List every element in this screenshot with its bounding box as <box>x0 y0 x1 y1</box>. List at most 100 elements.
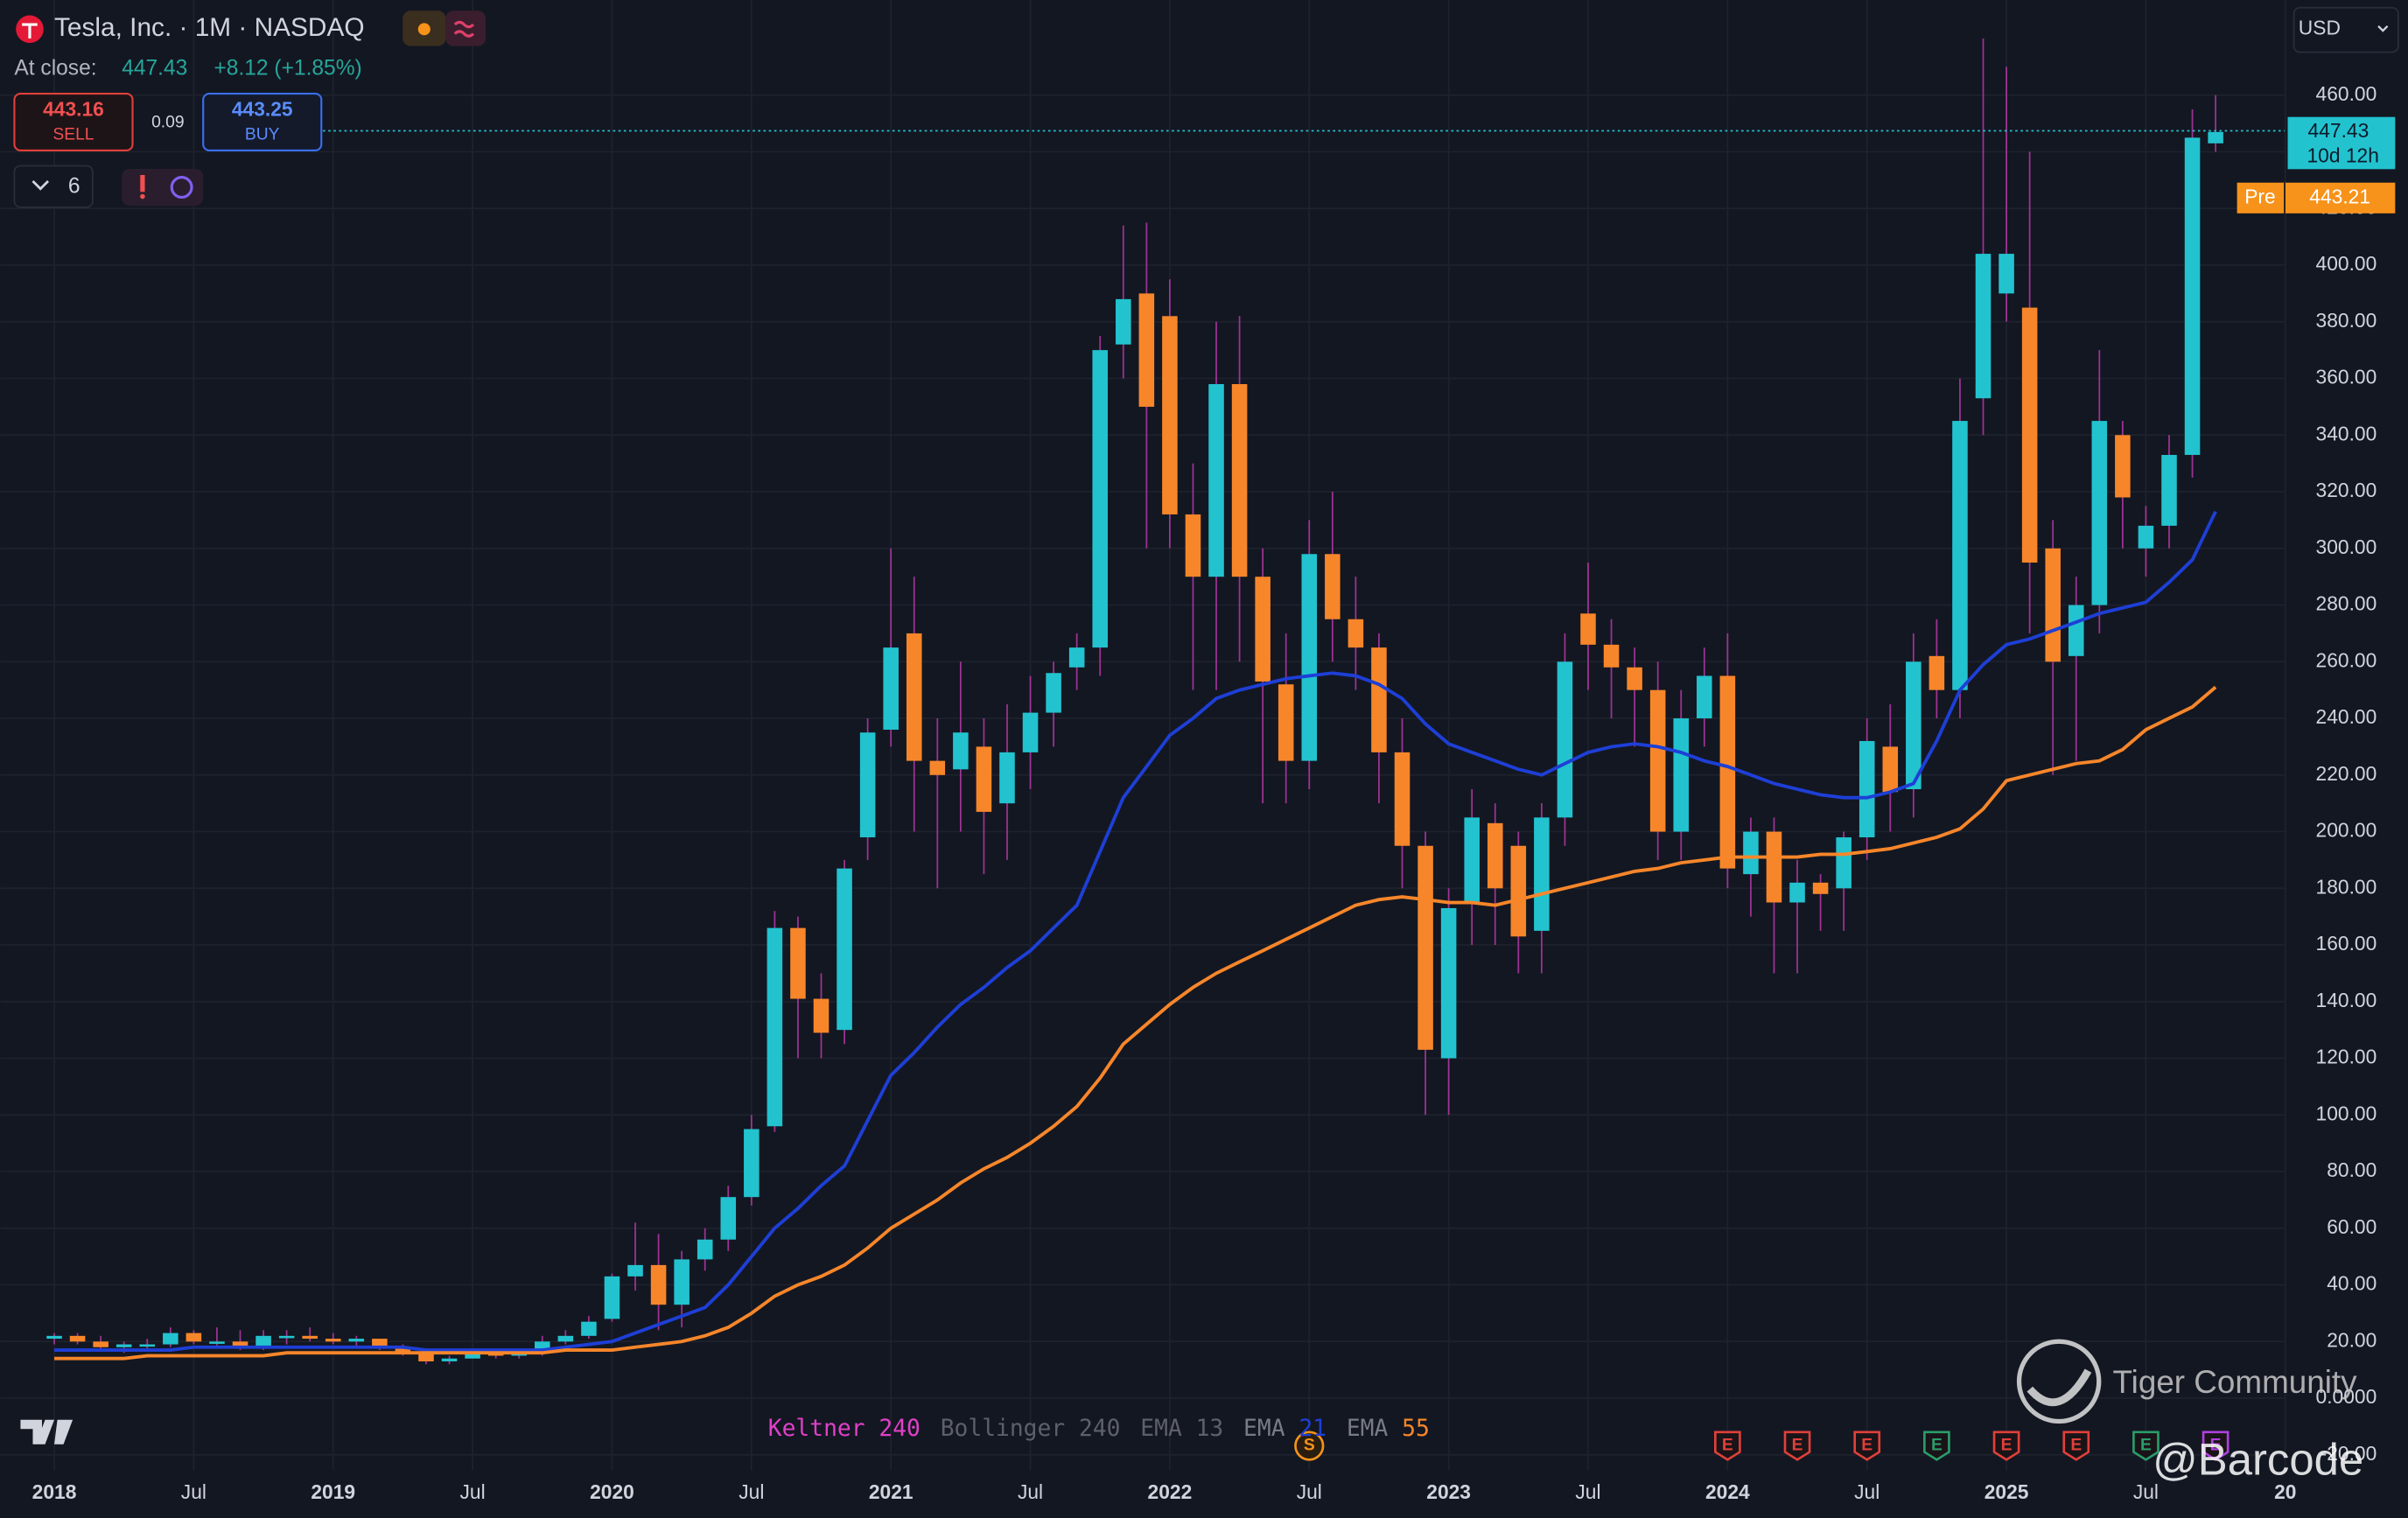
event-label: E <box>1792 1437 1803 1455</box>
candle-body <box>1487 822 1503 889</box>
indicators-toggle[interactable]: 6 <box>13 164 94 208</box>
buy-box[interactable] <box>202 92 323 151</box>
candle-body <box>1673 718 1690 832</box>
candle-body <box>2184 137 2201 455</box>
flag-icon <box>453 20 475 38</box>
candle-body <box>1046 673 1061 713</box>
x-tick-label: 2025 <box>1984 1480 2029 1503</box>
buy-price[interactable]: 443.25 <box>232 97 293 120</box>
x-tick-label: Jul <box>1297 1480 1322 1503</box>
candle-body <box>1789 882 1805 903</box>
x-tick-label: 2022 <box>1148 1480 1193 1503</box>
event-label: E <box>1931 1437 1942 1455</box>
indicator-count[interactable]: 6 <box>68 175 80 199</box>
y-tick-label: 460.00 <box>2316 82 2377 105</box>
candle-body <box>1116 298 1131 345</box>
x-tick-label: 2023 <box>1426 1480 1471 1503</box>
candle-body <box>581 1321 597 1336</box>
legend-name: EMA <box>1243 1416 1285 1442</box>
candle-body <box>1092 350 1109 648</box>
x-tick-label: Jul <box>1575 1480 1600 1503</box>
candle-body <box>604 1276 620 1319</box>
x-tick-label: Jul <box>460 1480 486 1503</box>
sell-button[interactable]: 443.16 SELL <box>13 92 134 151</box>
candle-body <box>348 1339 365 1342</box>
candle-body <box>929 760 946 775</box>
event-label: E <box>1861 1437 1872 1455</box>
candle-body <box>1278 684 1294 761</box>
header: Tesla, Inc. · 1M · NASDAQ At close: 447.… <box>13 6 2399 208</box>
candle-body <box>2068 605 2084 656</box>
candle-body <box>2021 307 2038 563</box>
y-tick-label: 0.0000 <box>2316 1385 2377 1408</box>
candle-body <box>1255 577 1270 682</box>
candle-body <box>1301 554 1318 761</box>
y-tick-label: 320.00 <box>2316 479 2377 501</box>
candle-body <box>256 1335 271 1347</box>
candle-body <box>1580 613 1596 645</box>
event-label: E <box>2001 1437 2012 1455</box>
buy-label[interactable]: BUY <box>245 125 280 143</box>
y-tick-label: 120.00 <box>2316 1046 2377 1068</box>
sell-price[interactable]: 443.16 <box>43 97 104 120</box>
watermark: Tiger Community @Barcode <box>2016 1339 2363 1484</box>
buy-button[interactable]: 443.25 BUY <box>202 92 323 151</box>
currency[interactable]: USD <box>2299 16 2341 38</box>
pre-market-value: 443.21 <box>2309 185 2370 207</box>
candle-body <box>1697 675 1712 719</box>
legend-param: 240 <box>1079 1416 1121 1442</box>
candle-body <box>1348 619 1364 648</box>
y-tick-label: 260.00 <box>2316 648 2377 671</box>
candle-body <box>720 1197 737 1240</box>
candle-body <box>650 1264 667 1305</box>
candle-body <box>1418 845 1433 1050</box>
x-tick-label: Jul <box>1854 1480 1880 1503</box>
candle-body <box>302 1335 318 1340</box>
candle-body <box>674 1259 690 1305</box>
candle-body <box>1627 667 1642 690</box>
y-tick-label: 360.00 <box>2316 366 2377 388</box>
sell-label[interactable]: SELL <box>52 125 94 143</box>
candle-body <box>859 732 876 838</box>
spread: 0.09 <box>151 113 185 131</box>
candle-body <box>69 1335 86 1342</box>
pre-market-tag: Pre <box>2244 185 2275 207</box>
candle-body <box>2138 525 2154 549</box>
currency-selector[interactable]: USD <box>2292 6 2399 53</box>
y-tick-label: 80.00 <box>2327 1158 2376 1181</box>
currency-box[interactable] <box>2292 6 2399 53</box>
candle-body <box>1464 817 1480 903</box>
ema-line <box>54 510 2217 1353</box>
chevron[interactable] <box>32 180 50 191</box>
x-tick-label: 2020 <box>590 1480 634 1503</box>
candle-body <box>1231 384 1248 577</box>
candle-body <box>883 647 899 730</box>
event-marker <box>1923 1431 1950 1461</box>
candle-body <box>627 1264 643 1277</box>
candle-body <box>1185 514 1201 577</box>
candle-body <box>278 1335 295 1339</box>
session-icon <box>417 23 430 36</box>
x-tick-label: 20 <box>2274 1480 2296 1503</box>
symbol: Tesla, Inc. · 1M · NASDAQ <box>54 13 365 42</box>
y-tick-label: 40.00 <box>2327 1272 2376 1295</box>
x-tick-label: Jul <box>1018 1480 1043 1503</box>
candle-body <box>1858 740 1875 838</box>
event-label: E <box>1722 1437 1733 1455</box>
currency-chevron[interactable] <box>2377 25 2389 32</box>
event-label: E <box>2070 1437 2082 1455</box>
event-marker <box>2062 1431 2090 1461</box>
sell-box[interactable] <box>13 92 134 151</box>
event-marker <box>1294 1431 1325 1461</box>
y-tick-label: 100.00 <box>2316 1102 2377 1124</box>
x-tick-label: Jul <box>181 1480 206 1503</box>
candle-body <box>46 1335 62 1340</box>
y-tick-label: 180.00 <box>2316 875 2377 898</box>
candle-body <box>2045 548 2061 662</box>
candle-body <box>1394 752 1410 846</box>
event-label: E <box>2140 1437 2152 1455</box>
candle-body <box>1440 907 1457 1059</box>
toggle-box[interactable] <box>13 164 94 208</box>
tv-logo <box>20 1419 74 1445</box>
